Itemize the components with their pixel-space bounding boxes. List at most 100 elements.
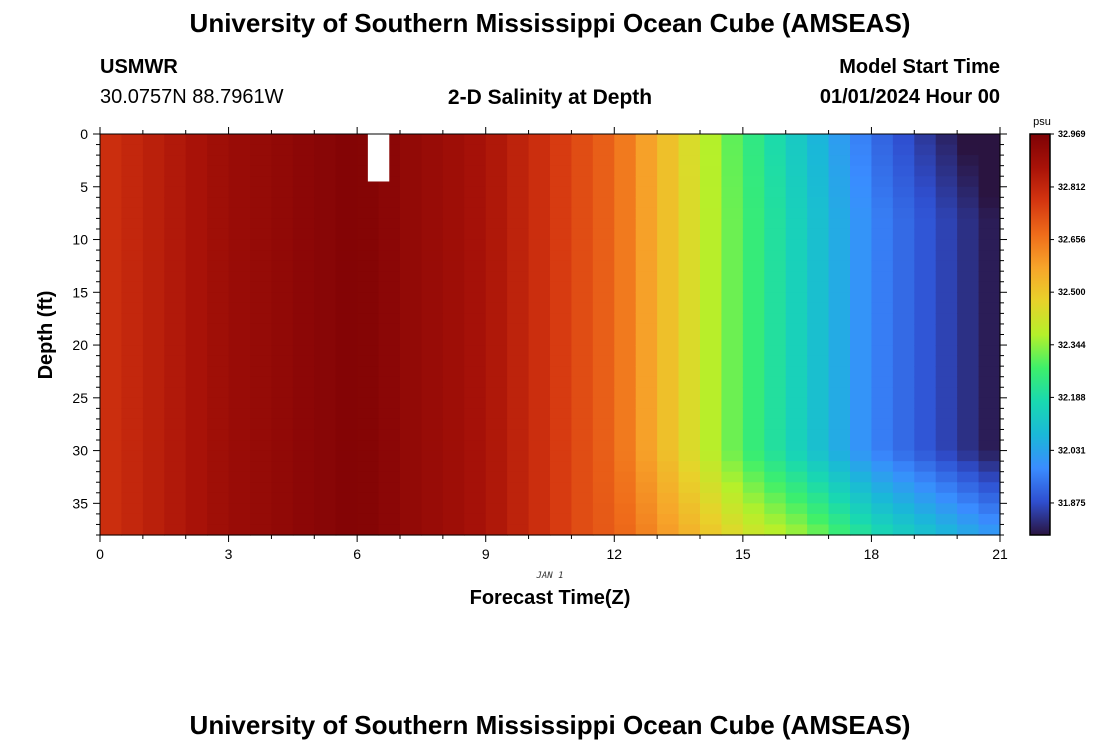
heatmap-cell (228, 408, 251, 420)
heatmap-cell (121, 260, 144, 272)
heatmap-cell (228, 440, 251, 452)
heatmap-cell (635, 250, 658, 262)
heatmap-cell (207, 292, 230, 304)
heatmap-cell (957, 250, 980, 262)
heatmap-cell (850, 271, 873, 283)
heatmap-cell (635, 429, 658, 441)
heatmap-cell (357, 524, 380, 536)
heatmap-cell (892, 418, 915, 431)
heatmap-cell (185, 281, 208, 293)
heatmap-cell (400, 155, 423, 167)
heatmap-cell (871, 429, 894, 441)
heatmap-cell (850, 165, 873, 177)
heatmap-cell (292, 239, 315, 251)
heatmap-cell (271, 134, 294, 146)
heatmap-cell (742, 313, 765, 325)
heatmap-cell (378, 271, 401, 283)
heatmap-cell (657, 155, 680, 167)
heatmap-cell (442, 418, 465, 431)
heatmap-cell (357, 239, 380, 251)
heatmap-cell (185, 165, 208, 177)
heatmap-cell (742, 366, 765, 378)
heatmap-cell (100, 165, 123, 177)
heatmap-cell (678, 450, 701, 462)
heatmap-cell (935, 524, 958, 536)
heatmap-cell (614, 271, 637, 283)
heatmap-cell (314, 302, 337, 314)
heatmap-cell (785, 482, 808, 494)
heatmap-cell (700, 418, 723, 431)
heatmap-cell (764, 366, 787, 378)
heatmap-cell (957, 313, 980, 325)
heatmap-cell (592, 207, 615, 220)
heatmap-cell (957, 471, 980, 483)
heatmap-cell (442, 513, 465, 526)
heatmap-cell (914, 524, 937, 536)
heatmap-cell (292, 197, 315, 209)
heatmap-cell (678, 345, 701, 357)
heatmap-cell (164, 503, 187, 515)
heatmap-cell (957, 492, 980, 504)
heatmap-cell (121, 186, 144, 198)
heatmap-cell (700, 345, 723, 357)
heatmap-cell (550, 387, 573, 399)
heatmap-cell (485, 134, 508, 146)
heatmap-cell (957, 334, 980, 346)
heatmap-cell (700, 292, 723, 304)
heatmap-cell (442, 355, 465, 367)
heatmap-cell (678, 165, 701, 177)
heatmap-cell (507, 513, 530, 526)
heatmap-cell (421, 440, 444, 452)
heatmap-cell (571, 197, 594, 209)
heatmap-cell (528, 345, 551, 357)
heatmap-cell (678, 250, 701, 262)
heatmap-cell (614, 281, 637, 293)
heatmap-cell (742, 440, 765, 452)
heatmap-cell (978, 440, 1001, 452)
heatmap-cell (207, 450, 230, 462)
heatmap-cell (571, 323, 594, 336)
heatmap-cell (121, 418, 144, 431)
heatmap-cell (828, 513, 851, 526)
heatmap-cell (742, 376, 765, 388)
heatmap-cell (935, 281, 958, 293)
heatmap-cell (935, 334, 958, 346)
heatmap-cell (357, 345, 380, 357)
heatmap-cell (207, 418, 230, 431)
heatmap-cell (828, 334, 851, 346)
heatmap-cell (957, 418, 980, 431)
heatmap-cell (378, 134, 401, 146)
heatmap-cell (314, 408, 337, 420)
heatmap-cell (657, 387, 680, 399)
heatmap-cell (657, 429, 680, 441)
chart-subtitle: 2-D Salinity at Depth (447, 86, 653, 109)
heatmap-cell (850, 366, 873, 378)
heatmap-cell (721, 387, 744, 399)
heatmap-cell (271, 186, 294, 198)
heatmap-cell (571, 186, 594, 198)
heatmap-cell (807, 482, 830, 494)
heatmap-cell (764, 513, 787, 526)
heatmap-cell (121, 292, 144, 304)
heatmap-cell (207, 387, 230, 399)
heatmap-cell (978, 186, 1001, 198)
heatmap-cell (442, 186, 465, 198)
heatmap-cell (164, 418, 187, 431)
heatmap-cell (807, 250, 830, 262)
heatmap-cell (528, 292, 551, 304)
heatmap-cell (850, 250, 873, 262)
heatmap-cell (871, 440, 894, 452)
heatmap-cell (142, 429, 165, 441)
heatmap-cell (807, 197, 830, 209)
heatmap-cell (507, 471, 530, 483)
heatmap-cell (592, 524, 615, 536)
heatmap-cell (978, 418, 1001, 431)
heatmap-cell (550, 461, 573, 473)
heatmap-cell (142, 418, 165, 431)
heatmap-cell (978, 376, 1001, 388)
colorbar-unit: psu (1033, 116, 1051, 128)
heatmap-cell (657, 176, 680, 188)
heatmap-cell (571, 302, 594, 314)
heatmap-cell (785, 461, 808, 473)
heatmap-cell (228, 366, 251, 378)
